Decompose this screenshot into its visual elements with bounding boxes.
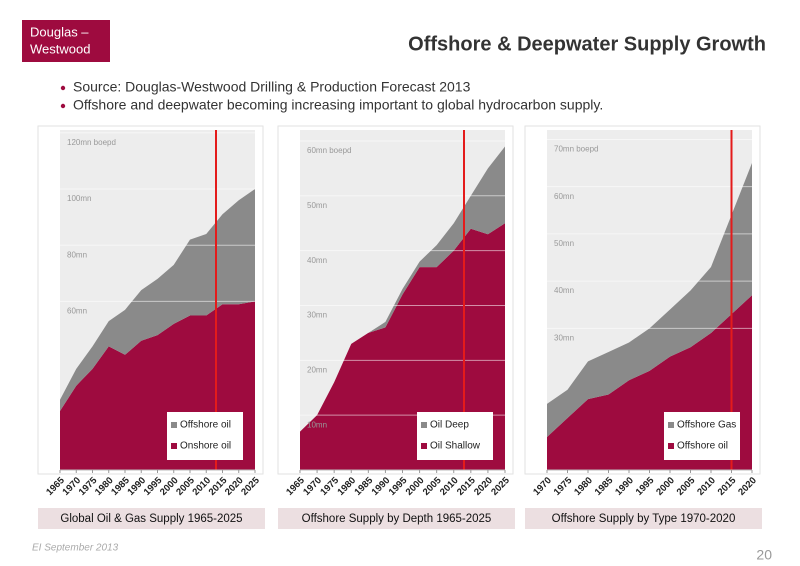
bullet-text: Source: Douglas-Westwood Drilling & Prod… bbox=[73, 79, 471, 95]
legend-label: Oil Deep bbox=[430, 420, 469, 431]
x-tick-label: 1985 bbox=[593, 475, 616, 498]
x-tick-label: 2020 bbox=[736, 475, 759, 498]
logo-text: Westwood bbox=[30, 41, 90, 56]
legend-label: Offshore oil bbox=[677, 441, 728, 452]
y-tick-label: 60mn bbox=[554, 192, 574, 201]
legend-swatch bbox=[171, 443, 177, 449]
y-tick-label: 70mn boepd bbox=[554, 145, 598, 154]
legend-label: Oil Shallow bbox=[430, 441, 481, 452]
panel-frame bbox=[524, 125, 761, 475]
x-tick-label: 2025 bbox=[489, 475, 512, 498]
y-tick-label: 100mn bbox=[67, 194, 91, 203]
logo-box bbox=[22, 20, 110, 62]
caption-box bbox=[278, 508, 515, 529]
legend-box bbox=[664, 412, 740, 460]
legend-label: Offshore oil bbox=[180, 420, 231, 431]
caption-box bbox=[38, 508, 265, 529]
bullet-dot bbox=[60, 85, 66, 91]
y-tick-label: 120mn boepd bbox=[67, 138, 116, 147]
x-tick-label: 2005 bbox=[675, 475, 698, 498]
legend-swatch bbox=[421, 443, 427, 449]
page-number: 20 bbox=[756, 547, 772, 563]
slide-title: Offshore & Deepwater Supply Growth bbox=[408, 33, 766, 55]
x-tick-label: 1970 bbox=[531, 475, 554, 498]
panel-frame bbox=[277, 125, 514, 475]
x-tick-label: 1990 bbox=[613, 475, 636, 498]
x-tick-label: 2025 bbox=[239, 475, 262, 498]
footer-date: EI September 2013 bbox=[32, 543, 119, 554]
area bbox=[547, 163, 752, 437]
x-tick-label: 1995 bbox=[634, 475, 657, 498]
y-tick-label: 10mn bbox=[307, 420, 327, 429]
x-tick-label: 1975 bbox=[552, 475, 575, 498]
y-tick-label: 20mn bbox=[307, 365, 327, 374]
legend-swatch bbox=[171, 422, 177, 428]
y-tick-label: 60mn bbox=[67, 307, 87, 316]
y-tick-label: 40mn bbox=[307, 256, 327, 265]
bullet-dot bbox=[60, 103, 66, 109]
caption-box bbox=[525, 508, 762, 529]
x-tick-label: 1980 bbox=[572, 475, 595, 498]
legend-box bbox=[417, 412, 493, 460]
legend-label: Onshore oil bbox=[180, 441, 231, 452]
x-tick-label: 2010 bbox=[695, 475, 718, 498]
y-tick-label: 80mn bbox=[67, 250, 87, 259]
chart-caption: Offshore Supply by Type 1970-2020 bbox=[552, 513, 736, 525]
chart-caption: Global Oil & Gas Supply 1965-2025 bbox=[60, 513, 242, 525]
bullet-text: Offshore and deepwater becoming increasi… bbox=[73, 97, 603, 113]
x-tick-label: 2015 bbox=[716, 475, 739, 498]
legend-swatch bbox=[421, 422, 427, 428]
legend-swatch bbox=[668, 422, 674, 428]
y-tick-label: 40mn bbox=[554, 286, 574, 295]
y-tick-label: 60mn boepd bbox=[307, 146, 351, 155]
y-tick-label: 30mn bbox=[554, 333, 574, 342]
logo-text: Douglas – bbox=[30, 24, 89, 39]
legend-swatch bbox=[668, 443, 674, 449]
area bbox=[60, 189, 255, 411]
chart-caption: Offshore Supply by Depth 1965-2025 bbox=[302, 513, 492, 525]
legend-box bbox=[167, 412, 243, 460]
panel-frame bbox=[37, 125, 264, 475]
area bbox=[300, 146, 505, 432]
y-tick-label: 50mn bbox=[307, 201, 327, 210]
legend-label: Offshore Gas bbox=[677, 420, 736, 431]
y-tick-label: 30mn bbox=[307, 311, 327, 320]
x-tick-label: 2000 bbox=[654, 475, 677, 498]
area bbox=[300, 223, 505, 470]
y-tick-label: 50mn bbox=[554, 239, 574, 248]
